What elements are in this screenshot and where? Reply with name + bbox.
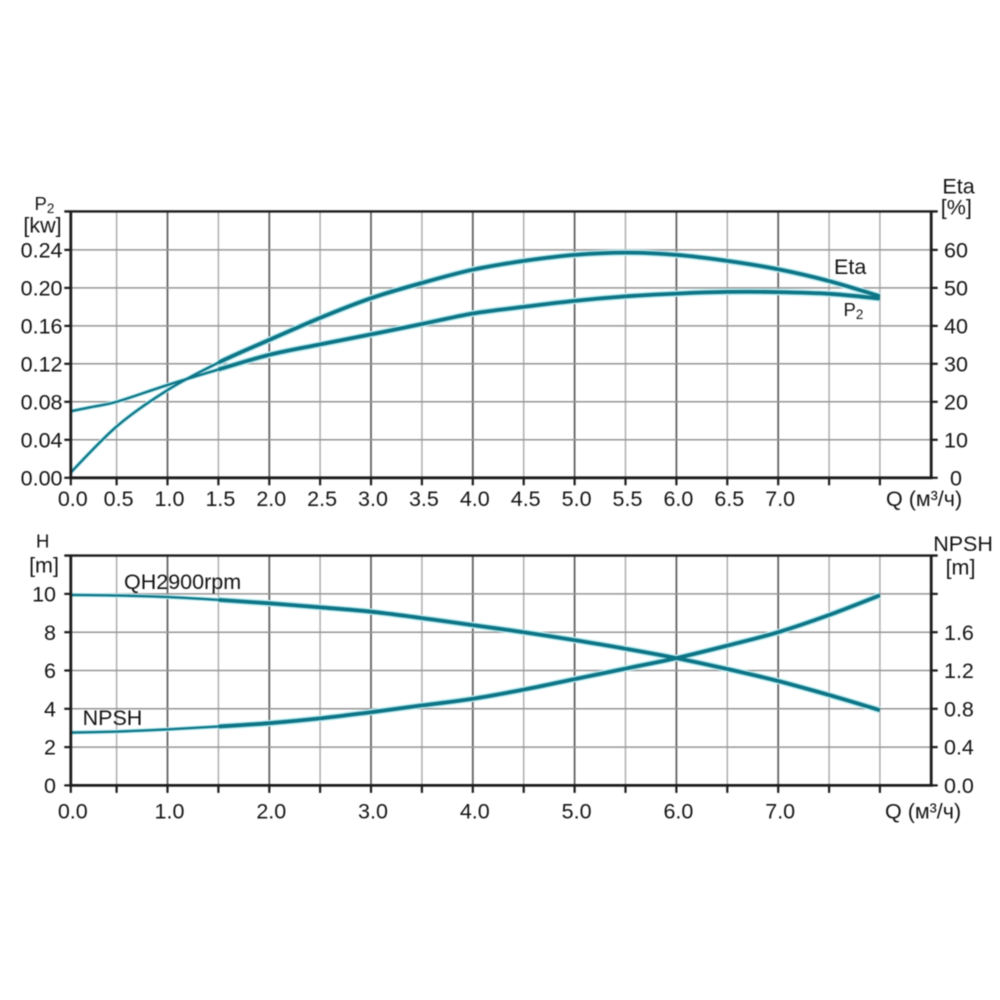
- svg-text:3.0: 3.0: [358, 487, 388, 511]
- svg-text:3.5: 3.5: [409, 487, 439, 511]
- svg-text:6.0: 6.0: [663, 800, 693, 824]
- svg-text:Q (м³/ч): Q (м³/ч): [886, 487, 962, 511]
- svg-text:5.5: 5.5: [613, 487, 643, 511]
- svg-text:7.0: 7.0: [765, 800, 795, 824]
- svg-text:6.5: 6.5: [714, 487, 744, 511]
- svg-text:0.08: 0.08: [21, 390, 63, 414]
- svg-text:2: 2: [44, 736, 56, 760]
- svg-text:0.00: 0.00: [21, 466, 63, 490]
- svg-text:0.8: 0.8: [944, 697, 974, 721]
- svg-text:0.0: 0.0: [944, 774, 974, 798]
- svg-text:0.24: 0.24: [21, 239, 63, 263]
- svg-text:4.5: 4.5: [511, 487, 541, 511]
- svg-text:5.0: 5.0: [562, 800, 592, 824]
- svg-text:60: 60: [944, 239, 968, 263]
- svg-text:6.0: 6.0: [663, 487, 693, 511]
- svg-text:4.0: 4.0: [460, 487, 490, 511]
- svg-text:0: 0: [950, 466, 962, 490]
- svg-text:0.12: 0.12: [21, 352, 63, 376]
- svg-text:1.6: 1.6: [944, 621, 974, 645]
- svg-text:20: 20: [944, 390, 968, 414]
- svg-text:[m]: [m]: [29, 554, 59, 578]
- svg-text:3.0: 3.0: [358, 800, 388, 824]
- svg-text:0.16: 0.16: [21, 315, 63, 339]
- svg-text:2.0: 2.0: [256, 800, 286, 824]
- svg-text:10: 10: [944, 428, 968, 452]
- svg-text:6: 6: [44, 659, 56, 683]
- svg-text:H: H: [36, 531, 49, 552]
- svg-text:Eta: Eta: [942, 175, 974, 199]
- svg-text:7.0: 7.0: [765, 487, 795, 511]
- svg-text:[kw]: [kw]: [23, 214, 61, 238]
- svg-text:0: 0: [44, 774, 56, 798]
- svg-text:50: 50: [944, 277, 968, 301]
- svg-text:0.4: 0.4: [944, 736, 974, 760]
- svg-text:10: 10: [32, 583, 56, 607]
- svg-text:1.2: 1.2: [944, 659, 974, 683]
- svg-text:QH2900rpm: QH2900rpm: [124, 570, 241, 594]
- svg-text:4: 4: [44, 697, 56, 721]
- svg-text:4.0: 4.0: [460, 800, 490, 824]
- svg-text:[m]: [m]: [946, 556, 976, 580]
- svg-text:0.04: 0.04: [21, 428, 63, 452]
- svg-text:Eta: Eta: [834, 255, 866, 279]
- svg-text:8: 8: [44, 621, 56, 645]
- svg-text:2.5: 2.5: [307, 487, 337, 511]
- svg-text:1.0: 1.0: [155, 487, 185, 511]
- svg-text:1.0: 1.0: [155, 800, 185, 824]
- svg-text:0.5: 0.5: [104, 487, 134, 511]
- svg-text:30: 30: [944, 352, 968, 376]
- svg-text:5.0: 5.0: [562, 487, 592, 511]
- svg-text:0.0: 0.0: [58, 800, 88, 824]
- svg-text:0.20: 0.20: [21, 277, 63, 301]
- svg-text:40: 40: [944, 315, 968, 339]
- svg-text:0.0: 0.0: [58, 487, 88, 511]
- svg-text:[%]: [%]: [941, 196, 972, 220]
- svg-text:1.5: 1.5: [205, 487, 235, 511]
- svg-text:2.0: 2.0: [256, 487, 286, 511]
- svg-text:Q (м³/ч): Q (м³/ч): [885, 800, 961, 824]
- svg-text:NPSH: NPSH: [933, 532, 993, 556]
- svg-text:NPSH: NPSH: [83, 706, 143, 730]
